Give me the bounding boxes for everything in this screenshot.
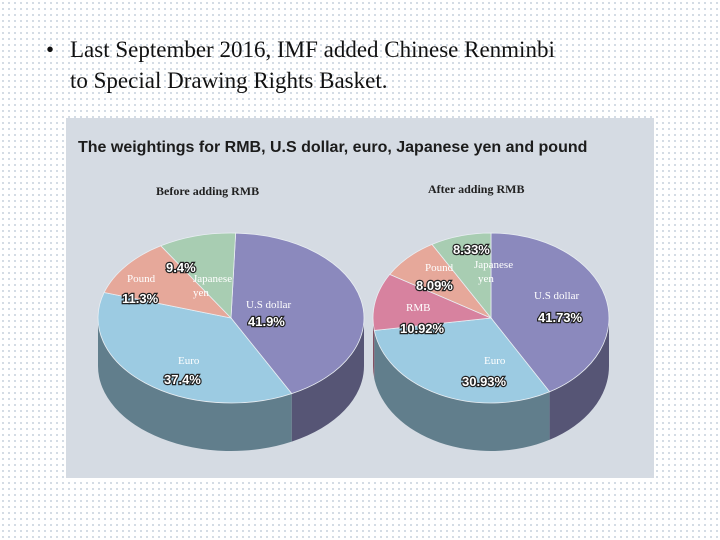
pie-2-label-pound: Pound bbox=[425, 262, 454, 274]
pie-2-slice-u-s-dollar bbox=[490, 232, 610, 393]
bullet-line-2: to Special Drawing Rights Basket. bbox=[70, 68, 388, 93]
pie-2-label-u-s-dollar: U.S dollar bbox=[534, 290, 580, 302]
chart-1-subtitle: Before adding RMB bbox=[156, 184, 259, 198]
pie-2-side-u-s-dollar bbox=[549, 318, 609, 440]
pie-1-slice-pound bbox=[103, 245, 233, 319]
pie-2-slice-rmb bbox=[372, 273, 493, 331]
pie-1-value-euro: 37.4% bbox=[164, 372, 201, 387]
chart-2-subtitle: After adding RMB bbox=[428, 182, 524, 196]
pie-1-label-japanese-yen: Japanese yen bbox=[193, 273, 232, 299]
pie-2-slice-japanese-yen bbox=[431, 232, 492, 320]
pie-1-slice-euro bbox=[97, 292, 293, 404]
pie-1-side-u-s-dollar bbox=[291, 318, 364, 442]
pie-1-value-pound: 11.3% bbox=[122, 291, 159, 306]
pie-2-value-euro: 30.93% bbox=[462, 374, 507, 389]
pie-2-slice-euro bbox=[373, 317, 551, 404]
pie-1-label-pound: Pound bbox=[127, 273, 156, 285]
chart-panel: The weightings for RMB, U.S dollar, euro… bbox=[66, 118, 654, 478]
pie-1-side-euro bbox=[98, 318, 292, 452]
pie-2-label-euro: Euro bbox=[484, 355, 506, 367]
pie-2-value-pound: 8.09% bbox=[416, 278, 453, 293]
bullet-line-1: Last September 2016, IMF added Chinese R… bbox=[70, 37, 555, 62]
pie-1-value-u-s-dollar: 41.9% bbox=[248, 314, 285, 329]
pie-2-value-u-s-dollar: 41.73% bbox=[538, 310, 583, 325]
pie-1-value-japanese-yen: 9.4% bbox=[166, 260, 196, 275]
pie-charts-svg: The weightings for RMB, U.S dollar, euro… bbox=[78, 139, 610, 452]
pie-chart-1 bbox=[97, 232, 365, 452]
slide-bullet-text: • Last September 2016, IMF added Chinese… bbox=[46, 34, 696, 96]
pie-1-slice-u-s-dollar bbox=[230, 232, 365, 395]
pie-2-value-japanese-yen: 8.33% bbox=[453, 242, 490, 257]
pie-1-label-euro: Euro bbox=[178, 355, 200, 367]
pie-1-label-u-s-dollar: U.S dollar bbox=[246, 299, 292, 311]
chart-title: The weightings for RMB, U.S dollar, euro… bbox=[78, 139, 587, 156]
pie-2-side-euro bbox=[374, 330, 550, 451]
pie-2-side-rmb bbox=[373, 318, 375, 379]
pie-chart-2 bbox=[372, 232, 610, 451]
pie-1-slice-japanese-yen bbox=[160, 232, 237, 319]
pie-2-label-japanese-yen: Japanese yen bbox=[474, 259, 513, 285]
bullet-marker: • bbox=[46, 37, 55, 62]
pie-2-label-rmb: RMB bbox=[406, 302, 430, 314]
pie-2-value-rmb: 10.92% bbox=[400, 321, 445, 336]
